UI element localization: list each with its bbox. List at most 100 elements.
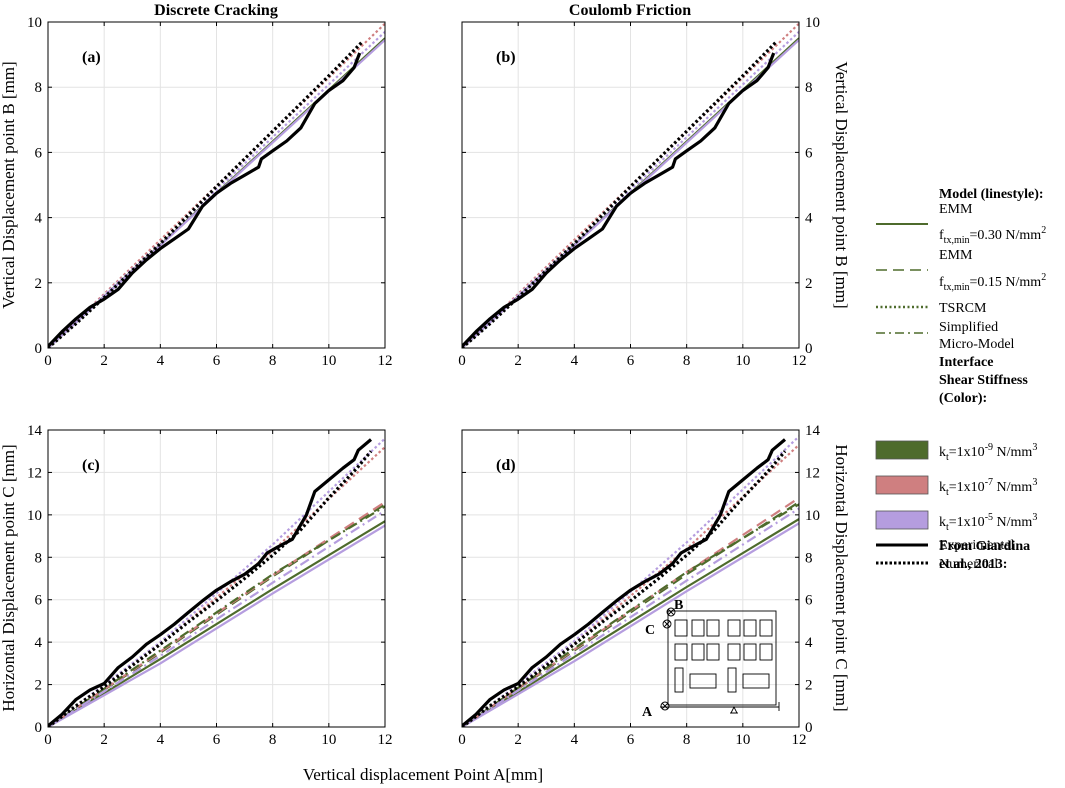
legend-model-heading: Model (linestyle): bbox=[939, 187, 1044, 202]
x-tick-label: 0 bbox=[458, 353, 466, 369]
legend-line-2: ftx,min=0.15 N/mm2 bbox=[939, 272, 1046, 293]
y-tick-label: 10 bbox=[27, 508, 42, 524]
legend-entry-k-7: kt=1x10-7 N/mm3 bbox=[875, 475, 1037, 498]
y-tick-label: 8 bbox=[805, 80, 813, 96]
legend-entry-experimental: Experimental bbox=[876, 538, 1015, 553]
legend-line-1: Simplified bbox=[939, 320, 998, 335]
x-tick-label: 10 bbox=[735, 732, 750, 748]
panel-c: 0 2 4 6 8 10 12 0 2 4 6 8 10 12 14 (c) Horizontal Disp… bbox=[0, 423, 393, 748]
y-tick-label: 14 bbox=[805, 423, 821, 439]
point-a-marker bbox=[660, 701, 670, 711]
x-tick-label: 10 bbox=[735, 353, 750, 369]
legend-entry-emm-015: EMM ftx,min=0.15 N/mm2 bbox=[876, 248, 1046, 293]
y-tick-label: 4 bbox=[805, 211, 813, 227]
legend-stiffness-label: kt=1x10-5 N/mm3 bbox=[939, 512, 1037, 533]
x-tick-label: 8 bbox=[269, 732, 277, 748]
series-smm-k-5 bbox=[462, 507, 799, 727]
panel-label: (d) bbox=[496, 457, 516, 474]
series-numerical bbox=[462, 450, 787, 727]
panel-a: 0 2 4 6 8 10 12 0 2 4 6 8 10 Discrete Cracking (a) V… bbox=[0, 2, 393, 369]
legend-entry-smm: Simplified Micro-Model bbox=[876, 320, 1015, 352]
point-c-marker bbox=[662, 619, 672, 629]
x-tick-label: 12 bbox=[378, 732, 393, 748]
y-tick-label: 6 bbox=[35, 145, 43, 161]
x-tick-label: 10 bbox=[321, 732, 336, 748]
x-tick-label: 2 bbox=[514, 732, 522, 748]
legend-line-2: ftx,min=0.30 N/mm2 bbox=[939, 225, 1046, 246]
y-tick-label: 6 bbox=[805, 593, 813, 609]
legend-stiffness-label: kt=1x10-7 N/mm3 bbox=[939, 477, 1037, 498]
x-tick-label: 2 bbox=[100, 353, 108, 369]
series-numerical bbox=[48, 450, 373, 727]
series-smm-k-9 bbox=[48, 505, 385, 727]
x-tick-label: 4 bbox=[157, 732, 165, 748]
legend: Model (linestyle): EMM ftx,min=0.30 N/mm… bbox=[875, 187, 1046, 572]
x-axis-label: Vertical displacement Point A[mm] bbox=[303, 765, 543, 784]
legend-stiffness-heading-3: (Color): bbox=[939, 391, 987, 406]
panel-label: (c) bbox=[82, 457, 100, 474]
panel-title: Coulomb Friction bbox=[569, 2, 691, 19]
x-tick-label: 0 bbox=[458, 732, 466, 748]
y-tick-label: 10 bbox=[27, 15, 42, 31]
legend-color-swatch bbox=[875, 475, 929, 495]
legend-stiffness-heading-1: Interface bbox=[939, 355, 993, 370]
y-axis-label: Vertical Displacement point B [mm] bbox=[0, 61, 18, 308]
series-tsrcm-k-5 bbox=[462, 30, 799, 348]
y-tick-label: 4 bbox=[805, 635, 813, 651]
legend-line-1: EMM bbox=[939, 202, 973, 217]
y-axis-label: Vertical Displacement point B [mm] bbox=[832, 61, 851, 308]
y-axis-label: Horizontal Displacement point C [mm] bbox=[0, 444, 18, 711]
y-tick-label: 2 bbox=[35, 678, 43, 694]
x-tick-label: 0 bbox=[44, 353, 52, 369]
y-tick-label: 6 bbox=[35, 593, 43, 609]
legend-stiffness-label: kt=1x10-9 N/mm3 bbox=[939, 442, 1037, 463]
x-tick-label: 4 bbox=[571, 353, 579, 369]
x-tick-label: 4 bbox=[157, 353, 165, 369]
y-tick-label: 0 bbox=[35, 720, 43, 736]
legend-source-heading-1: From Giardina bbox=[939, 539, 1030, 554]
x-tick-label: 8 bbox=[683, 353, 691, 369]
x-tick-label: 2 bbox=[514, 353, 522, 369]
y-tick-label: 10 bbox=[805, 15, 820, 31]
y-tick-label: 12 bbox=[27, 465, 42, 481]
legend-entry-emm-030: EMM ftx,min=0.30 N/mm2 bbox=[876, 202, 1046, 246]
y-tick-label: 0 bbox=[805, 341, 813, 357]
series-experimental bbox=[48, 52, 362, 348]
y-tick-label: 8 bbox=[35, 80, 43, 96]
inset-label-c: C bbox=[645, 623, 655, 638]
legend-line-1: EMM bbox=[939, 248, 973, 263]
y-tick-label: 10 bbox=[805, 508, 820, 524]
series-experimental bbox=[48, 438, 373, 727]
legend-stiffness-heading-2: Shear Stiffness bbox=[939, 373, 1028, 388]
x-tick-label: 6 bbox=[213, 353, 221, 369]
series-experimental bbox=[462, 52, 776, 348]
inset-label-a: A bbox=[642, 705, 653, 720]
y-tick-label: 4 bbox=[35, 635, 43, 651]
x-tick-label: 8 bbox=[683, 732, 691, 748]
building-inset-diagram bbox=[660, 607, 780, 714]
legend-color-swatch bbox=[875, 510, 929, 530]
legend-source-label: Numerical bbox=[939, 557, 998, 572]
legend-entry-tsrcm: TSRCM bbox=[876, 301, 987, 316]
series-smm-k-5 bbox=[48, 509, 385, 727]
y-tick-label: 2 bbox=[805, 276, 813, 292]
panel-label: (b) bbox=[496, 49, 516, 66]
series-emm-0-30-k-9 bbox=[48, 520, 385, 727]
series-tsrcm-k-5 bbox=[48, 30, 385, 348]
x-tick-label: 6 bbox=[213, 732, 221, 748]
y-tick-label: 6 bbox=[805, 145, 813, 161]
series-emm-0-30-k-5 bbox=[48, 524, 385, 727]
x-tick-label: 8 bbox=[269, 353, 277, 369]
y-tick-label: 12 bbox=[805, 465, 820, 481]
y-tick-label: 4 bbox=[35, 211, 43, 227]
y-axis-label: Horizontal Displacement point C [mm] bbox=[832, 444, 851, 711]
legend-entry-k-5: kt=1x10-5 N/mm3 bbox=[875, 510, 1037, 533]
y-tick-label: 14 bbox=[27, 423, 43, 439]
legend-source-heading-2: et al., 2013: bbox=[939, 557, 1007, 572]
x-tick-label: 12 bbox=[792, 732, 807, 748]
series-experimental bbox=[462, 438, 787, 727]
series-smm-k-9 bbox=[462, 503, 799, 727]
panel-title: Discrete Cracking bbox=[154, 2, 278, 19]
x-tick-label: 6 bbox=[627, 732, 635, 748]
